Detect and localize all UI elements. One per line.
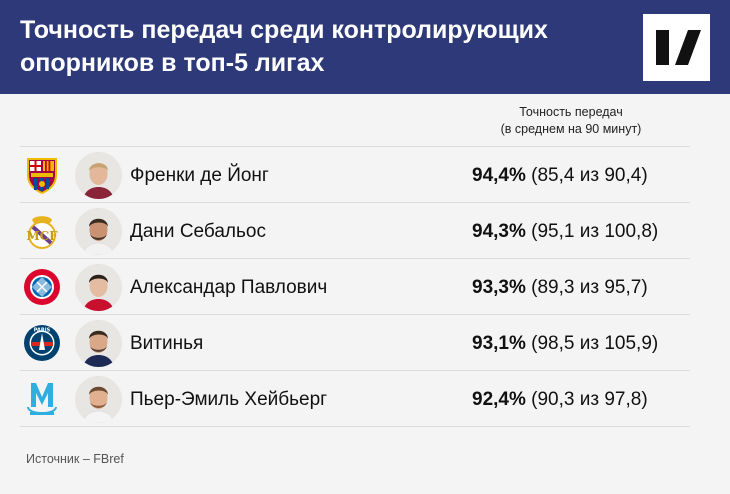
avatar: [75, 320, 122, 367]
real-madrid-crest-icon: MCF: [22, 211, 62, 251]
passes-detail: (90,3 из 97,8): [531, 389, 648, 410]
marseille-crest-icon: [22, 379, 62, 419]
player-name: Дани Себальос: [130, 221, 266, 242]
table-row: Френки де Йонг 94,4% (85,4 из 90,4): [20, 146, 690, 203]
table-row: Пьер-Эмиль Хейбьерг 92,4% (90,3 из 97,8): [20, 370, 690, 427]
player-name: Витинья: [130, 333, 204, 354]
chart-title: Точность передач среди контролирующих оп…: [20, 16, 548, 77]
accuracy-value: 93,3% (89,3 из 95,7): [472, 277, 648, 299]
accuracy-percent: 93,1%: [472, 333, 526, 354]
svg-text:MCF: MCF: [26, 229, 58, 243]
column-header-line1: Точность передач: [519, 105, 623, 119]
accuracy-percent: 94,4%: [472, 165, 526, 186]
avatar: [75, 264, 122, 311]
table-row: Александар Павлович 93,3% (89,3 из 95,7): [20, 258, 690, 315]
player-name: Пьер-Эмиль Хейбьерг: [130, 389, 328, 410]
passes-detail: (98,5 из 105,9): [531, 333, 659, 354]
passes-detail: (95,1 из 100,8): [531, 221, 659, 242]
accuracy-percent: 94,3%: [472, 221, 526, 242]
column-header-line2: (в среднем на 90 минут): [500, 122, 642, 136]
passes-detail: (85,4 из 90,4): [531, 165, 648, 186]
accuracy-value: 92,4% (90,3 из 97,8): [472, 389, 648, 411]
publisher-logo-icon: [656, 30, 701, 65]
accuracy-percent: 92,4%: [472, 389, 526, 410]
avatar: [75, 376, 122, 423]
svg-text:PARIS: PARIS: [34, 328, 51, 334]
accuracy-value: 93,1% (98,5 из 105,9): [472, 333, 658, 355]
column-header: Точность передач (в среднем на 90 минут): [460, 104, 682, 138]
barcelona-crest-icon: [22, 155, 62, 195]
accuracy-value: 94,3% (95,1 из 100,8): [472, 221, 658, 243]
player-name: Александар Павлович: [130, 277, 328, 298]
table-row: PARIS Витинья 93,1% (98,5 из 105,9): [20, 314, 690, 371]
psg-crest-icon: PARIS: [22, 323, 62, 363]
table-row: MCF Дани Себальос 94,3% (95,1 из 100,8): [20, 202, 690, 259]
passes-detail: (89,3 из 95,7): [531, 277, 648, 298]
player-name: Френки де Йонг: [130, 165, 269, 186]
accuracy-value: 94,4% (85,4 из 90,4): [472, 165, 648, 187]
avatar: [75, 152, 122, 199]
publisher-logo: [643, 14, 710, 81]
avatar: [75, 208, 122, 255]
header-banner: Точность передач среди контролирующих оп…: [0, 0, 730, 94]
accuracy-percent: 93,3%: [472, 277, 526, 298]
source-note: Источник – FBref: [26, 452, 124, 466]
bayern-crest-icon: [22, 267, 62, 307]
